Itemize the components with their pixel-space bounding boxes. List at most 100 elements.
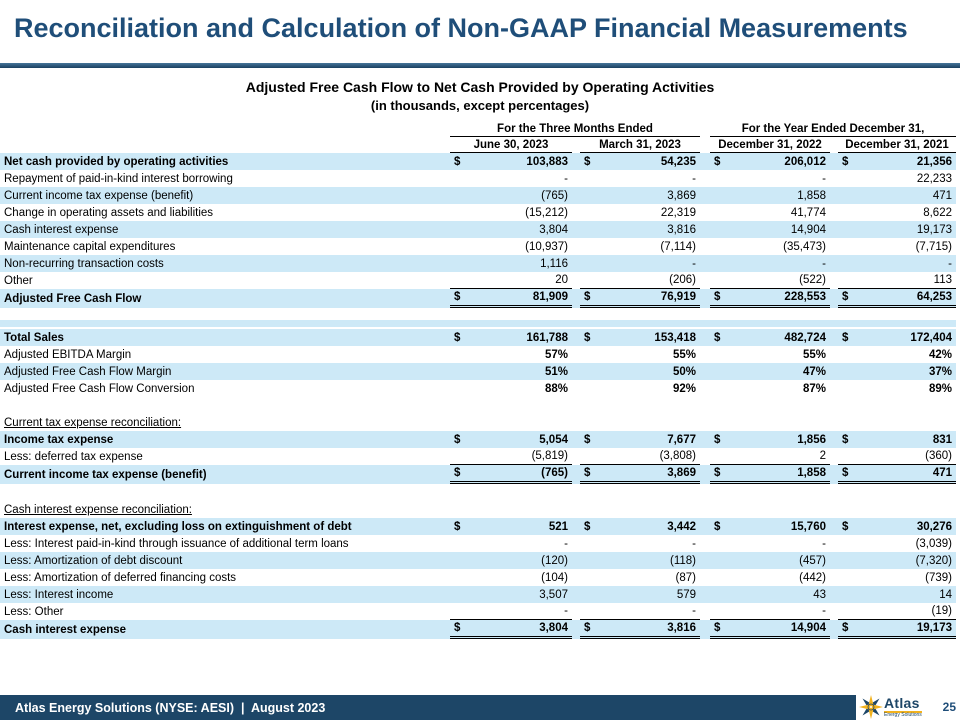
cell-value: 3,869 xyxy=(667,467,696,479)
cell-value: 20 xyxy=(555,274,568,286)
currency-symbol: $ xyxy=(454,331,461,344)
amount-cell: 1,858 xyxy=(710,187,830,204)
row-label: Maintenance capital expenditures xyxy=(4,240,176,253)
table-units-note: (in thousands, except percentages) xyxy=(370,98,590,113)
cell-value: (3,039) xyxy=(915,537,952,550)
amount-cell: 3,507 xyxy=(450,586,572,603)
amount-cell: (206) xyxy=(580,272,700,289)
section-header-label: Current tax expense reconciliation: xyxy=(4,416,182,429)
table-row: Cash interest expense 3,804 3,816 14,904 19,… xyxy=(0,221,956,238)
col-group-label: For the Three Months Ended xyxy=(497,123,653,135)
amount-cell: - xyxy=(580,535,700,552)
table-row: Less: Amortization of debt discount (120)… xyxy=(0,552,956,569)
cell-value: 113 xyxy=(933,274,952,286)
amount-cell: $172,404 xyxy=(838,329,956,346)
spacer-row xyxy=(0,397,956,414)
header-group-row: For the Three Months Ended For the Year … xyxy=(0,120,956,137)
amount-cell: (522) xyxy=(710,272,830,289)
cell-value: (7,715) xyxy=(915,240,952,253)
row-label: Adjusted EBITDA Margin xyxy=(4,348,132,361)
cell-value: 1,856 xyxy=(797,433,826,446)
currency-symbol: $ xyxy=(842,433,849,446)
amount-cell: $14,904 xyxy=(710,620,830,639)
cell-value: (87) xyxy=(675,571,696,584)
cell-value: 15,760 xyxy=(790,520,826,533)
row-label: Less: Interest income xyxy=(4,588,114,601)
cell-value: - xyxy=(822,537,826,550)
amount-cell: (15,212) xyxy=(450,204,572,221)
amount-cell: - xyxy=(450,603,572,620)
row-label: Non-recurring transaction costs xyxy=(4,257,164,270)
cell-value: 3,804 xyxy=(539,223,568,236)
footer-bar: Atlas Energy Solutions (NYSE: AESI) | Au… xyxy=(0,695,856,720)
cell-value: 55% xyxy=(672,348,696,361)
table-row: Adjusted Free Cash Flow Margin 51% 50% 47% 3… xyxy=(0,363,956,380)
table-row: Less: Interest income 3,507 579 43 14 xyxy=(0,586,956,603)
table-row: Repayment of paid-in-kind interest borro… xyxy=(0,170,956,187)
amount-cell: (7,715) xyxy=(838,238,956,255)
row-label: Less: Amortization of deferred financing… xyxy=(4,571,237,584)
amount-cell: $161,788 xyxy=(450,329,572,346)
cell-value: 161,788 xyxy=(526,331,568,344)
cell-value: 22,233 xyxy=(916,172,952,185)
cell-value: (118) xyxy=(670,554,696,567)
currency-symbol: $ xyxy=(454,155,461,168)
currency-symbol: $ xyxy=(454,291,461,303)
amount-cell: $521 xyxy=(450,518,572,535)
table-row: Less: Interest paid-in-kind through issu… xyxy=(0,535,956,552)
cell-value: (7,114) xyxy=(660,240,696,253)
cell-value: (3,808) xyxy=(659,450,696,462)
amount-cell: 579 xyxy=(580,586,700,603)
amount-cell: (104) xyxy=(450,569,572,586)
cell-value: - xyxy=(564,172,568,185)
amount-cell: $153,418 xyxy=(580,329,700,346)
amount-cell: 1,116 xyxy=(450,255,572,272)
cell-value: (120) xyxy=(541,554,568,567)
amount-cell: - xyxy=(710,603,830,620)
cell-value: (457) xyxy=(799,554,826,567)
table-row: Net cash provided by operating activitie… xyxy=(0,153,956,170)
currency-symbol: $ xyxy=(714,433,721,446)
cell-value: 1,116 xyxy=(540,257,568,270)
col-date-header: June 30, 2023 xyxy=(450,137,572,153)
amount-cell: (765) xyxy=(450,187,572,204)
cell-value: 831 xyxy=(932,433,952,446)
amount-cell: $3,442 xyxy=(580,518,700,535)
table-row: Income tax expense $5,054 $7,677 $1,856 $831 xyxy=(0,431,956,448)
cell-value: (7,320) xyxy=(915,554,952,567)
cell-value: (104) xyxy=(541,571,568,584)
cell-value: - xyxy=(948,257,952,270)
amount-cell: - xyxy=(710,255,830,272)
currency-symbol: $ xyxy=(714,622,721,634)
currency-symbol: $ xyxy=(714,155,721,168)
currency-symbol: $ xyxy=(842,155,849,168)
row-label: Other xyxy=(4,274,33,287)
col-date-header: March 31, 2023 xyxy=(580,137,700,153)
row-label: Change in operating assets and liabiliti… xyxy=(4,206,214,219)
row-label: Adjusted Free Cash Flow Conversion xyxy=(4,382,195,395)
amount-cell: (5,819) xyxy=(450,448,572,465)
amount-cell: $1,858 xyxy=(710,465,830,484)
amount-cell: (7,114) xyxy=(580,238,700,255)
currency-symbol: $ xyxy=(454,520,461,533)
row-label: Current income tax expense (benefit) xyxy=(4,468,207,481)
sunburst-icon xyxy=(859,694,883,719)
cell-value: - xyxy=(822,605,826,617)
cell-value: 103,883 xyxy=(526,155,568,168)
reconciliation-table: For the Three Months Ended For the Year … xyxy=(0,120,956,639)
amount-cell: $21,356 xyxy=(838,153,956,170)
col-date-header: December 31, 2021 xyxy=(838,137,956,153)
currency-symbol: $ xyxy=(842,291,849,303)
cell-value: 21,356 xyxy=(916,155,952,168)
amount-cell: $5,054 xyxy=(450,431,572,448)
row-label: Less: deferred tax expense xyxy=(4,450,143,463)
currency-symbol: $ xyxy=(584,331,591,344)
cell-value: 3,804 xyxy=(539,622,568,634)
row-label: Less: Other xyxy=(4,605,64,618)
logo-wordmark-block: Atlas Energy Solutions xyxy=(884,696,922,718)
cell-value: 41,774 xyxy=(790,206,826,219)
cell-value: 42% xyxy=(928,348,952,361)
currency-symbol: $ xyxy=(584,467,591,479)
amount-cell: 92% xyxy=(580,380,700,397)
cell-value: 2 xyxy=(819,450,826,462)
